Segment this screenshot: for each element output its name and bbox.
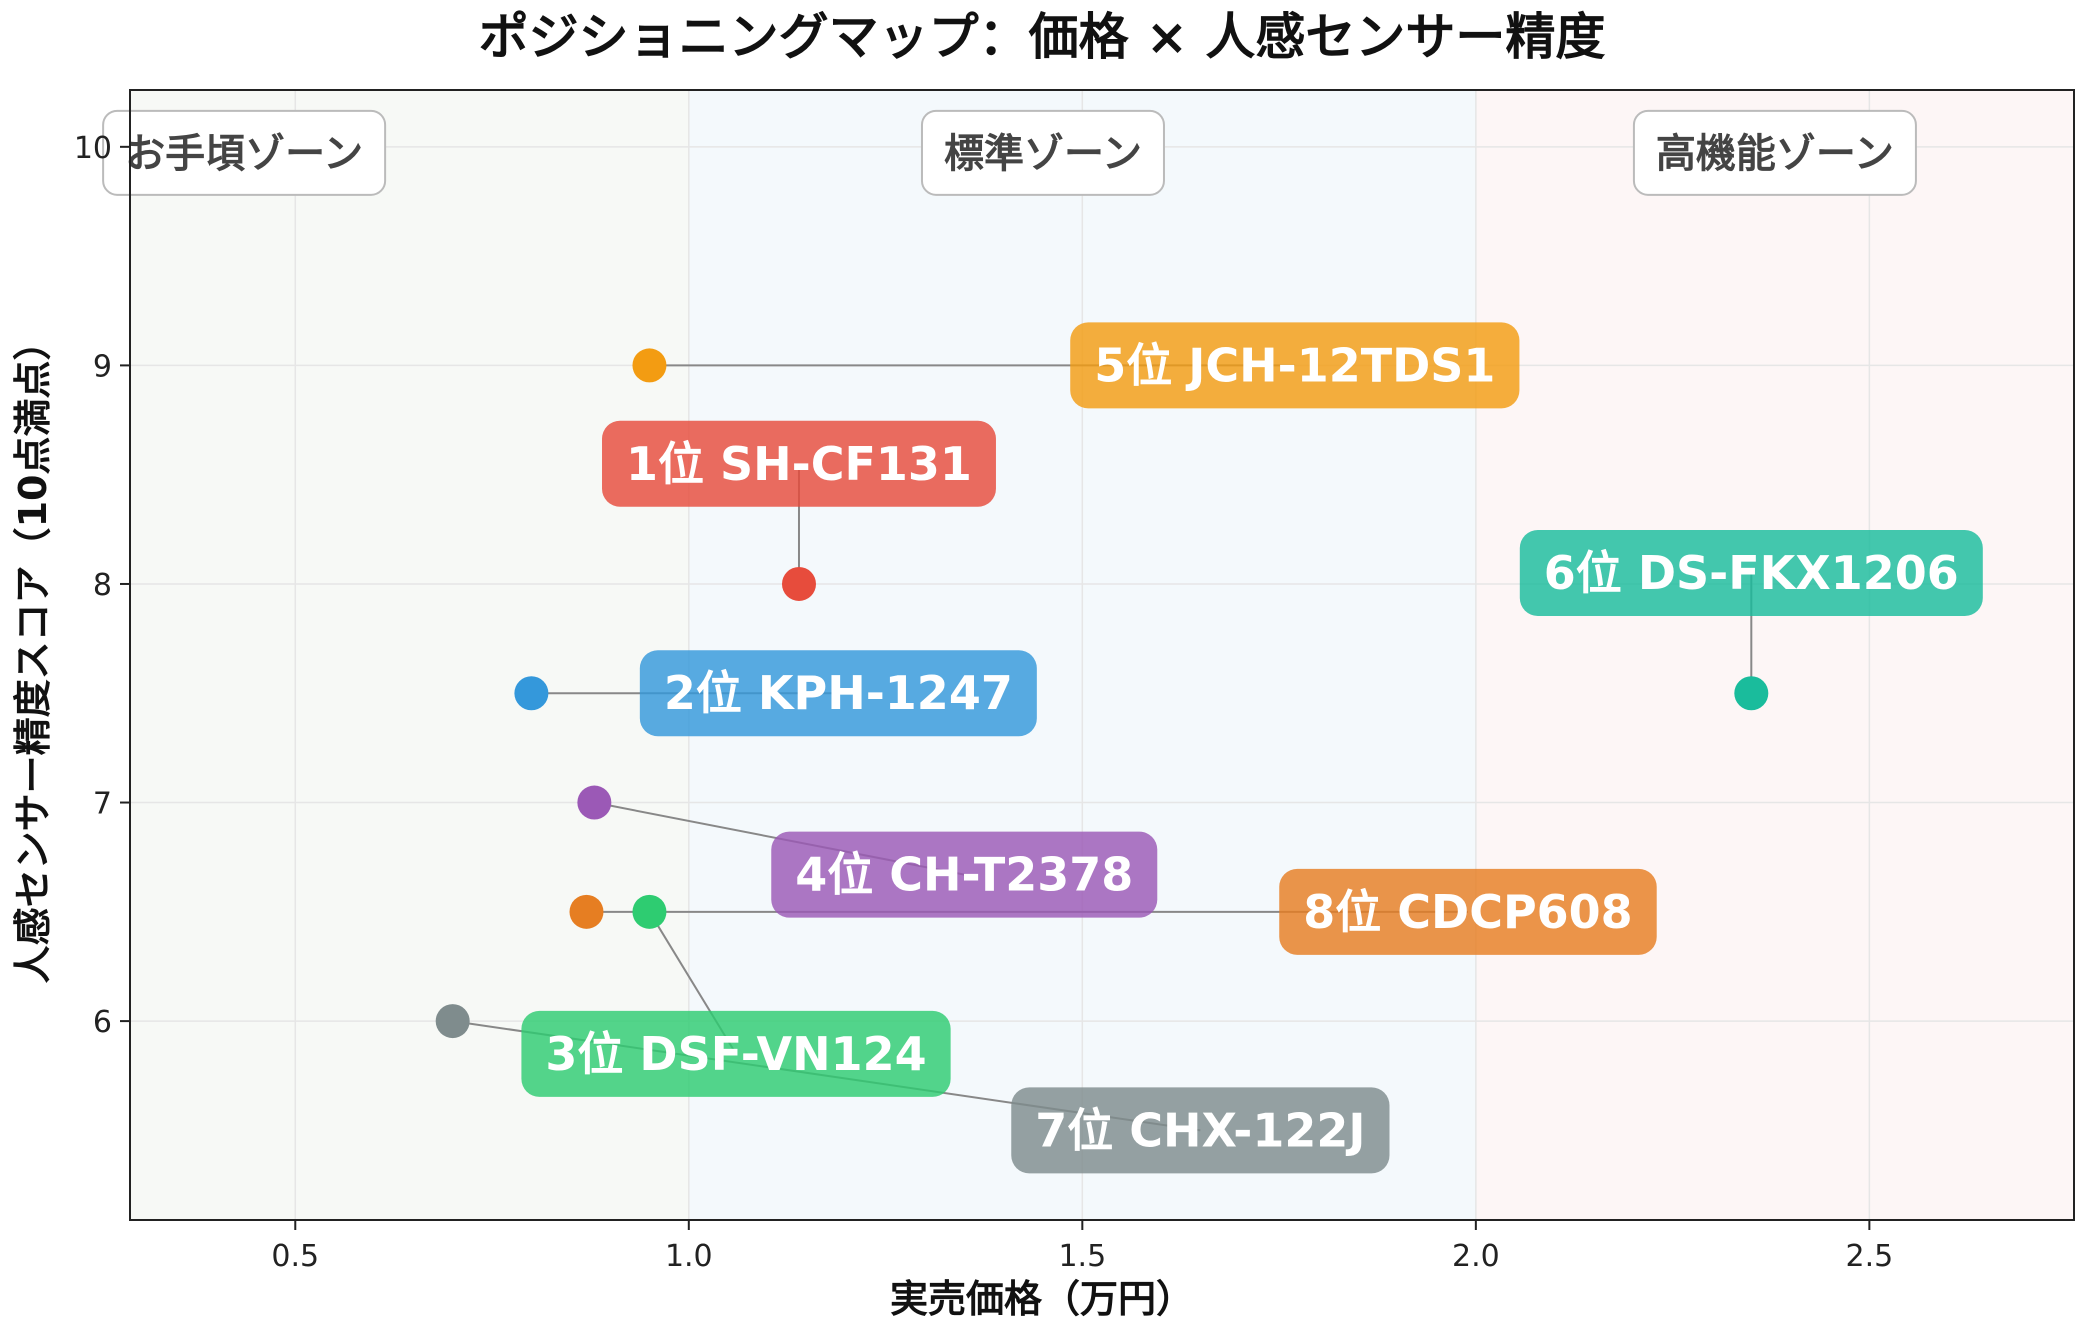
y-axis-label: 人感センサー精度スコア（10点満点） xyxy=(11,323,55,984)
zone-label-box xyxy=(920,109,1165,196)
chart-title: ポジショニングマップ：価格 × 人感センサー精度 xyxy=(479,8,1606,66)
point-label-box xyxy=(602,420,996,507)
data-point-2 xyxy=(514,676,549,711)
point-label-box xyxy=(521,1010,951,1097)
point-label-text: 7位 CHX-122J xyxy=(1035,1103,1365,1157)
point-label-8: 8位 CDCP608 xyxy=(1279,868,1657,955)
point-label-text: 8位 CDCP608 xyxy=(1303,885,1632,939)
x-tick-label: 2.0 xyxy=(1452,1239,1500,1274)
point-label-text: 5位 JCH-12TDS1 xyxy=(1094,338,1495,392)
point-label-text: 3位 DSF-VN124 xyxy=(545,1027,926,1081)
point-label-text: 1位 SH-CF131 xyxy=(626,437,972,491)
point-label-text: 6位 DS-FKX1206 xyxy=(1544,546,1959,600)
data-point-7 xyxy=(435,1004,470,1039)
zone-label-box xyxy=(102,109,387,196)
x-tick-label: 1.5 xyxy=(1058,1239,1106,1274)
point-label-7: 7位 CHX-122J xyxy=(1011,1087,1390,1174)
y-tick-label: 6 xyxy=(93,1005,112,1040)
y-tick-label: 10 xyxy=(74,131,112,166)
point-label-text: 4位 CH-T2378 xyxy=(795,848,1133,902)
point-label-1: 1位 SH-CF131 xyxy=(602,420,996,507)
point-label-6: 6位 DS-FKX1206 xyxy=(1519,530,1983,617)
point-label-box xyxy=(1519,530,1983,617)
zone-label-box xyxy=(1632,109,1917,196)
data-point-3 xyxy=(632,894,667,929)
x-axis-label: 実売価格（万円） xyxy=(890,1277,1194,1321)
point-label-box xyxy=(1070,322,1520,409)
point-label-4: 4位 CH-T2378 xyxy=(771,831,1158,918)
axis-ticks: 0.5 1.0 1.5 2.0 2.5 6 7 8 9 10 xyxy=(74,131,1893,1274)
zone-backgrounds xyxy=(130,90,2074,1220)
point-label-2: 2位 KPH-1247 xyxy=(639,650,1037,737)
point-label-box xyxy=(639,650,1037,737)
data-point-8 xyxy=(569,894,604,929)
point-label-box xyxy=(1011,1087,1390,1174)
y-tick-label: 9 xyxy=(93,349,112,384)
data-points xyxy=(435,348,1769,1039)
zone-background-3 xyxy=(1475,90,2074,1220)
point-label-box xyxy=(771,831,1158,918)
point-label-text: 2位 KPH-1247 xyxy=(664,666,1013,720)
point-label-3: 3位 DSF-VN124 xyxy=(521,1010,951,1097)
zone-label-text: 高機能ゾーン xyxy=(1656,131,1894,177)
x-tick-label: 2.5 xyxy=(1846,1239,1894,1274)
point-labels: 1位 SH-CF131 2位 KPH-1247 3位 DSF-VN124 4位 CH-… xyxy=(521,322,1983,1174)
x-tick-label: 1.0 xyxy=(665,1239,713,1274)
y-tick-label: 7 xyxy=(93,787,112,822)
zone-label-2: 標準ゾーン xyxy=(920,109,1165,196)
data-point-1 xyxy=(781,566,816,601)
y-tick-label: 8 xyxy=(93,568,112,603)
x-tick-label: 0.5 xyxy=(271,1239,319,1274)
data-point-5 xyxy=(632,348,667,383)
zone-labels: お手頃ゾーン 標準ゾーン 高機能ゾーン xyxy=(102,109,1917,196)
zone-label-text: お手頃ゾーン xyxy=(125,131,363,177)
data-point-6 xyxy=(1734,676,1769,711)
point-label-box xyxy=(1279,868,1657,955)
zone-label-3: 高機能ゾーン xyxy=(1632,109,1917,196)
plot-frame xyxy=(129,89,2075,1221)
data-point-4 xyxy=(577,785,612,820)
zone-label-text: 標準ゾーン xyxy=(944,131,1142,177)
zone-label-1: お手頃ゾーン xyxy=(102,109,387,196)
point-label-5: 5位 JCH-12TDS1 xyxy=(1070,322,1520,409)
